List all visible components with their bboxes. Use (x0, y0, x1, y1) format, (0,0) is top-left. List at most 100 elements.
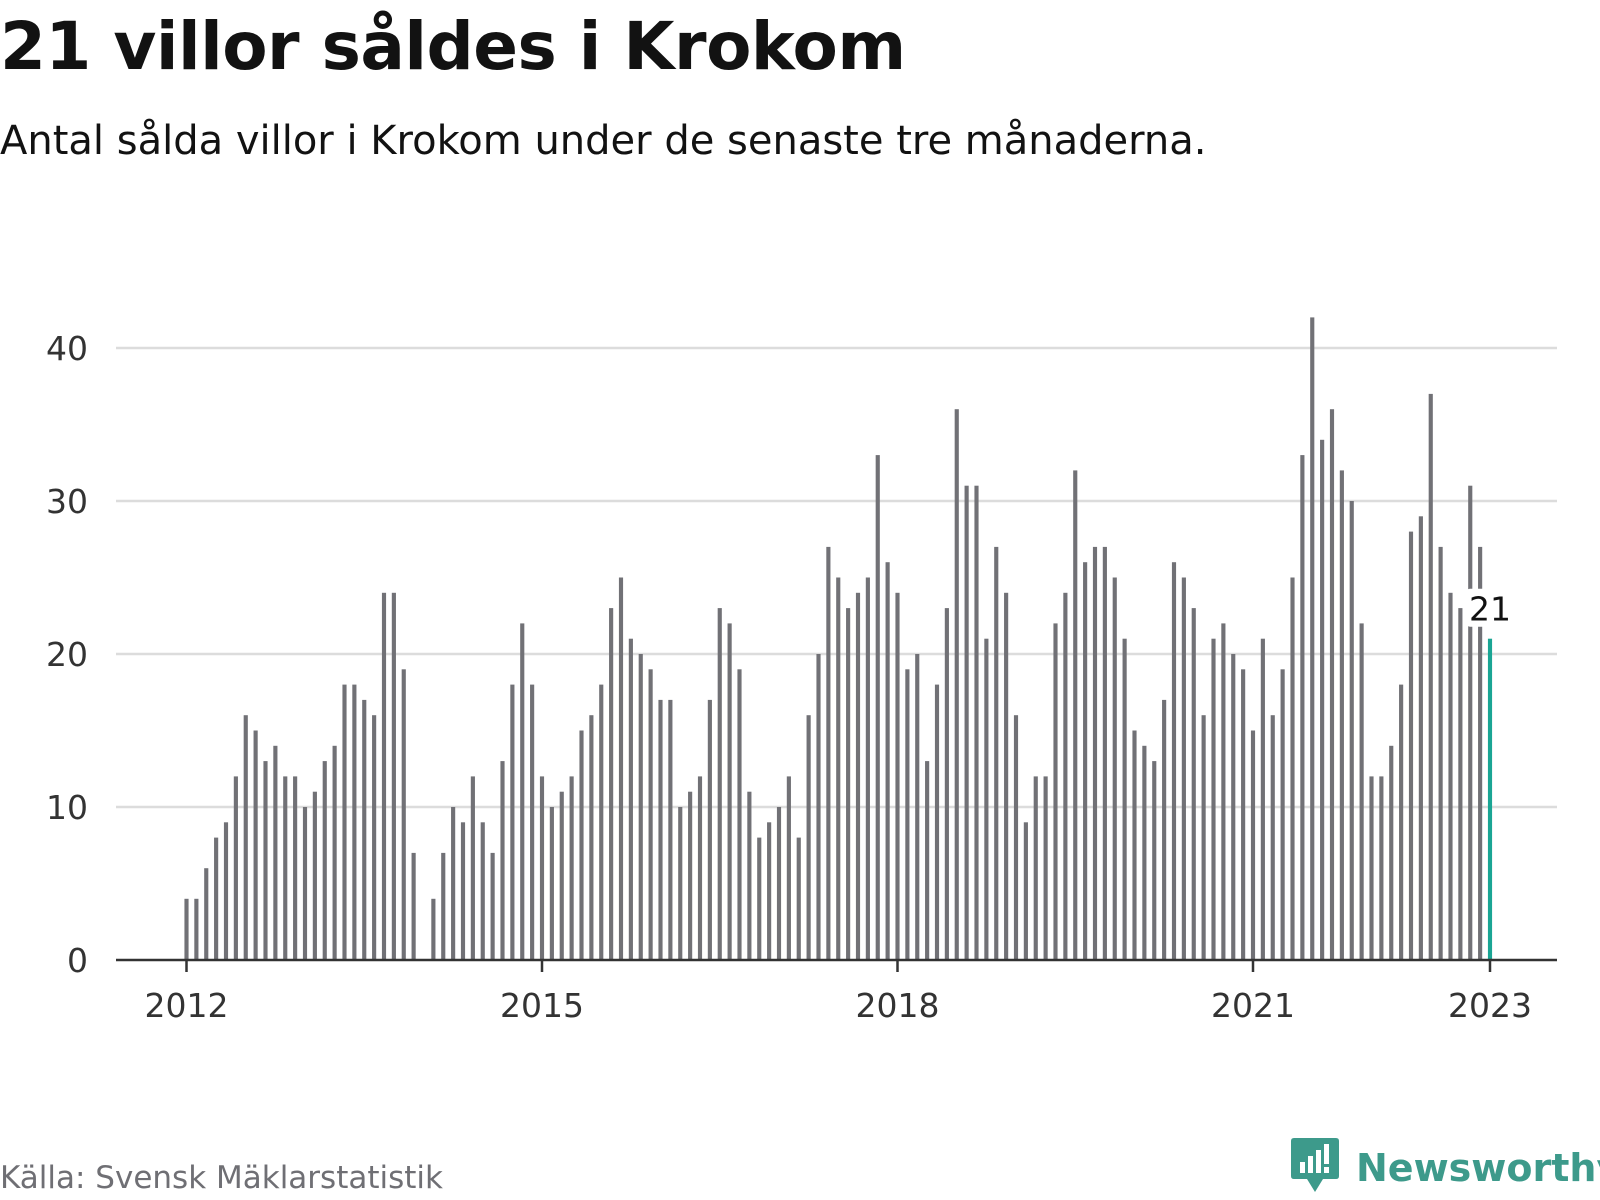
bar (253, 730, 258, 960)
bar (1023, 822, 1028, 960)
bar (1142, 745, 1147, 960)
bar (1310, 317, 1315, 960)
x-tick-label: 2023 (1448, 986, 1532, 1025)
bar (638, 654, 643, 960)
bar (1191, 608, 1196, 960)
x-tick-label: 2012 (145, 986, 229, 1025)
bar (1369, 776, 1374, 960)
bar (510, 684, 515, 960)
bar (1399, 684, 1404, 960)
bar (767, 822, 772, 960)
bar (984, 638, 989, 960)
bar (530, 684, 535, 960)
bar (964, 485, 969, 960)
bar (925, 761, 930, 960)
bar (1349, 501, 1354, 960)
x-tick-label: 2018 (856, 986, 940, 1025)
bar (1132, 730, 1137, 960)
bar (796, 837, 801, 960)
bar (500, 761, 505, 960)
bar (806, 715, 811, 960)
bar (776, 807, 782, 960)
brand-logo: Newsworthy (1290, 1138, 1600, 1198)
bar (342, 684, 347, 960)
bar (194, 898, 199, 960)
x-axis-ticks: 2012 2015 2018 2021 2023 (145, 960, 1532, 1025)
bar (273, 745, 278, 960)
bar (1389, 745, 1394, 960)
bar (628, 638, 633, 960)
bar (302, 807, 308, 960)
source-note: Källa: Svensk Mäklarstatistik (0, 1160, 443, 1196)
bar (480, 822, 485, 960)
bar (1408, 531, 1414, 960)
bar (1418, 516, 1423, 960)
bar (737, 669, 742, 960)
bar (243, 715, 248, 960)
bar (974, 485, 979, 960)
bar (1033, 776, 1038, 960)
bar (283, 776, 288, 960)
bar (609, 608, 614, 960)
data-labels: 21 (1466, 588, 1514, 629)
highlight-bar (1487, 638, 1493, 960)
bar (520, 623, 525, 960)
bar (1112, 577, 1117, 960)
bar (441, 852, 446, 960)
bar (599, 684, 604, 960)
y-tick-label: 0 (67, 941, 88, 980)
bar (944, 608, 949, 960)
bar (223, 822, 229, 960)
bar (1339, 470, 1344, 960)
bar (1270, 715, 1275, 960)
bar (994, 546, 999, 960)
bar (1004, 592, 1009, 960)
bar (263, 761, 268, 960)
bar (490, 852, 495, 960)
bar (460, 822, 466, 960)
bar (1241, 669, 1246, 960)
x-tick-label: 2015 (500, 986, 584, 1025)
bar (559, 791, 564, 960)
bar (905, 669, 910, 960)
bar (1260, 638, 1265, 960)
bar (658, 699, 663, 960)
bar (1428, 393, 1433, 960)
bar (204, 868, 209, 960)
bar (757, 837, 762, 960)
bar (648, 669, 653, 960)
bar (865, 577, 870, 960)
bar (362, 699, 367, 960)
data-label-background (1466, 588, 1514, 627)
y-tick-label: 10 (46, 788, 88, 827)
bar (1201, 715, 1206, 960)
bar (954, 409, 959, 960)
bar (717, 608, 722, 960)
bar (934, 684, 940, 960)
bar (1102, 546, 1107, 960)
bar (332, 745, 337, 960)
bar (1053, 623, 1058, 960)
bar (1359, 623, 1364, 960)
bar (1221, 623, 1226, 960)
bar (1458, 608, 1463, 960)
bar (1152, 761, 1157, 960)
bar (1013, 715, 1019, 960)
bar (747, 791, 752, 960)
brand-name: Newsworthy (1356, 1146, 1600, 1190)
bar (579, 730, 584, 960)
bar (1211, 638, 1216, 960)
bar (381, 592, 387, 960)
bar (1083, 562, 1088, 960)
bar (697, 776, 703, 960)
bar (214, 837, 219, 960)
bar (352, 684, 357, 960)
bar (855, 592, 861, 960)
bar (401, 669, 406, 960)
bar (1250, 730, 1256, 960)
bar (1171, 562, 1177, 960)
bar (549, 807, 554, 960)
bar (451, 807, 456, 960)
bar (688, 791, 693, 960)
